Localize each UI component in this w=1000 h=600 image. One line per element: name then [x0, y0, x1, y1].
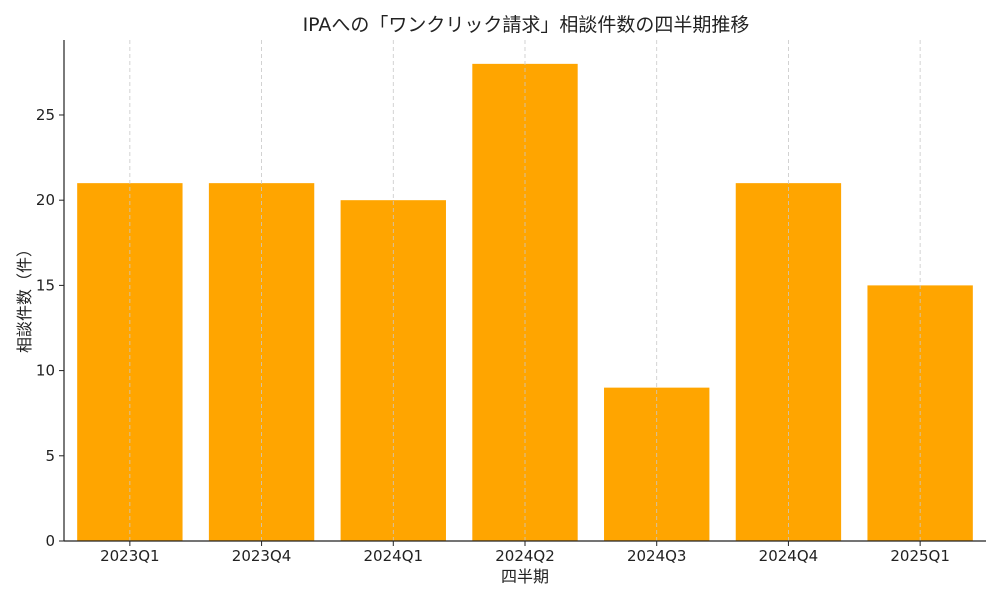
x-tick-label-2023q1: 2023Q1	[100, 547, 160, 565]
x-tick-label-2023q4: 2023Q4	[232, 547, 292, 565]
y-tick-label-0: 0	[45, 532, 55, 550]
y-ticks: 0 5 10 15 20 25	[36, 106, 64, 550]
x-axis-label: 四半期	[501, 567, 549, 586]
x-tick-label-2025q1: 2025Q1	[890, 547, 950, 565]
y-tick-label-15: 15	[36, 276, 55, 294]
y-tick-label-5: 5	[45, 447, 55, 465]
y-tick-label-10: 10	[36, 362, 55, 380]
y-axis-label: 相談件数（件）	[15, 241, 34, 353]
y-tick-label-20: 20	[36, 191, 55, 209]
x-tick-label-2024q3: 2024Q3	[627, 547, 687, 565]
y-tick-label-25: 25	[36, 106, 55, 124]
chart-title: IPAへの「ワンクリック請求」相談件数の四半期推移	[303, 14, 750, 36]
x-tick-label-2024q1: 2024Q1	[364, 547, 424, 565]
x-tick-label-2024q2: 2024Q2	[495, 547, 555, 565]
x-ticks: 2023Q1 2023Q4 2024Q1 2024Q2 2024Q3 2024Q4 2025…	[100, 541, 950, 565]
x-tick-label-2024q4: 2024Q4	[759, 547, 819, 565]
